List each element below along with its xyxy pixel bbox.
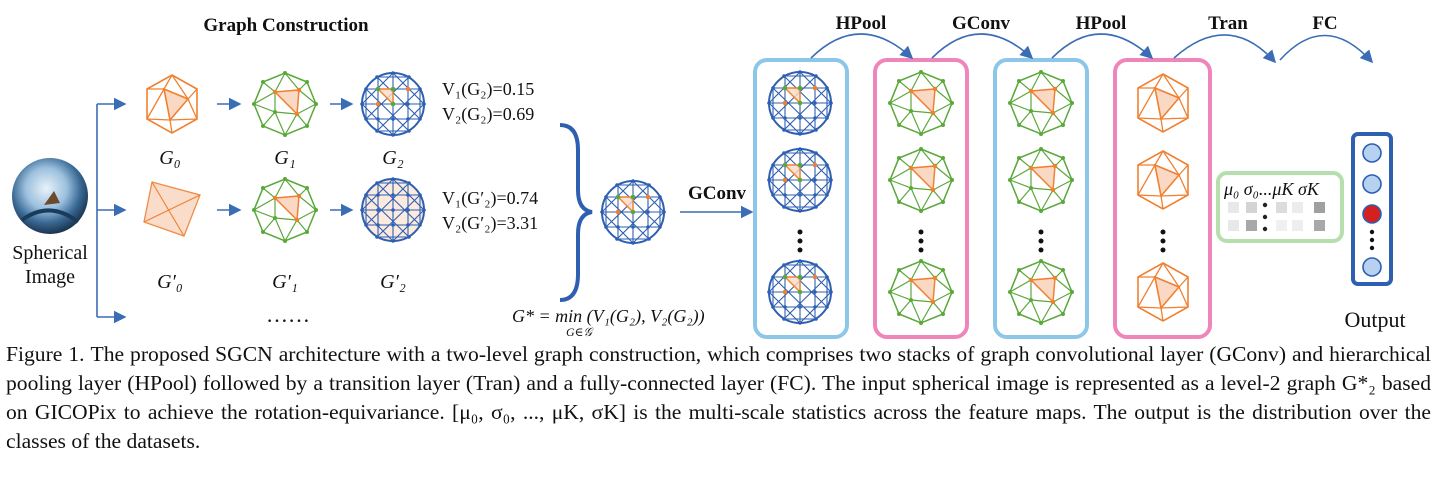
graph-g0: [146, 74, 198, 134]
graph-g1: [251, 70, 319, 138]
graph-g2: [360, 71, 426, 137]
selection-brace: [559, 123, 593, 302]
stats-cells: [1228, 202, 1325, 232]
input-label-line2: Image: [25, 266, 75, 288]
graph-construction-title: Graph Construction: [203, 15, 369, 36]
selection-equation: G* = min (V₁(G₂), V₂(G₂)): [512, 306, 705, 327]
selection-equation-sub: G∈𝒢: [566, 325, 595, 339]
output-label: Output: [1344, 307, 1405, 332]
label-g2-prime: G′₂: [380, 271, 406, 293]
label-g2: G₂: [382, 147, 403, 169]
figure-caption: Figure 1. The proposed SGCN architecture …: [6, 340, 1431, 456]
architecture-diagram: Graph Construction Spherical Image G₀ G₁…: [12, 13, 1406, 339]
output-nodes: [1362, 143, 1382, 277]
ellipsis: ……: [266, 302, 310, 327]
panel-gconv-2: [993, 58, 1089, 339]
graph-g1-prime: [251, 176, 319, 244]
label-g1: G₁: [274, 147, 295, 169]
selected-graph: [600, 179, 666, 245]
input-label-line1: Spherical: [12, 242, 88, 264]
label-g0: G₀: [159, 147, 180, 169]
branch-arrows: [96, 97, 354, 324]
label-g1-prime: G′₁: [272, 271, 298, 293]
layer-label-gconv: GConv: [952, 13, 1011, 34]
value-top-1: V₁(G₂)=0.15: [442, 79, 534, 100]
layer-label-fc: FC: [1312, 13, 1337, 34]
graph-g0-prime: [143, 181, 201, 237]
graph-g2-prime: [359, 176, 427, 244]
value-bottom-1: V₁(G′₂)=0.74: [442, 188, 538, 209]
layer-label-hpool-2: HPool: [1076, 13, 1127, 34]
label-g0-prime: G′₀: [157, 271, 183, 293]
layer-label-tran: Tran: [1208, 13, 1248, 34]
spherical-image: [12, 158, 88, 234]
layer-label-hpool-1: HPool: [836, 13, 887, 34]
stats-label: μ₀ σ₀...μK σK: [1223, 179, 1320, 199]
panel-hpool-2: [1113, 58, 1212, 339]
caption-label: Figure 1.: [6, 342, 85, 366]
gconv-input-label: GConv: [688, 183, 747, 204]
vertical-dots: [797, 229, 1166, 253]
panel-gconv-1: [753, 58, 849, 339]
value-top-2: V₂(G₂)=0.69: [442, 104, 534, 125]
value-bottom-2: V₂(G′₂)=3.31: [442, 213, 538, 234]
panel-hpool-1: [873, 58, 969, 339]
caption-text: The proposed SGCN architecture with a tw…: [6, 342, 1431, 453]
stats-box: [1216, 171, 1344, 243]
output-layer: [1351, 132, 1393, 286]
layer-arcs: [810, 33, 1374, 64]
